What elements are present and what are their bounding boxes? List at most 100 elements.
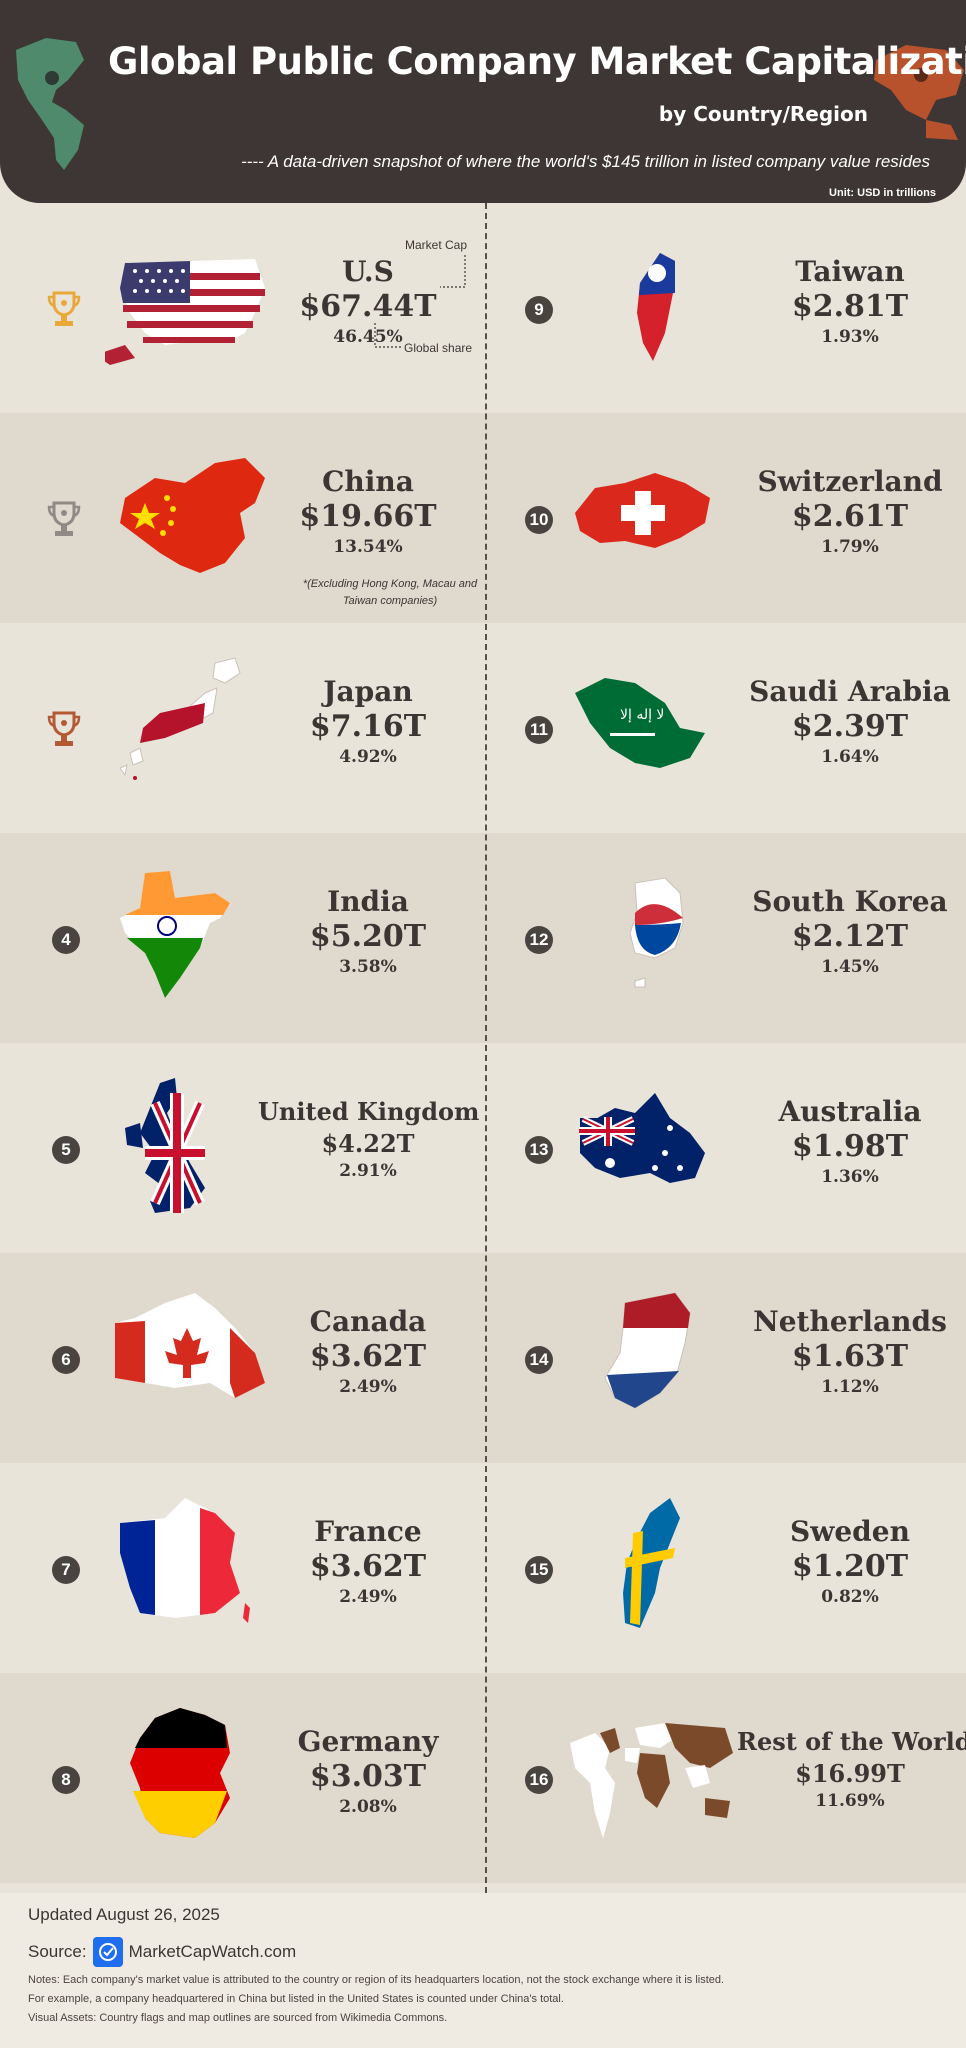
rank-badge: 11	[525, 716, 553, 744]
unit-label: Unit: USD in trillions	[829, 187, 936, 199]
global-share: 2.49%	[339, 1587, 397, 1607]
australia-flag-map	[579, 1093, 705, 1183]
rank-badge: 6	[52, 1346, 80, 1374]
market-cap-value: $1.20T	[791, 1549, 909, 1584]
rank-badge: 5	[52, 1136, 80, 1164]
country-name: Germany	[297, 1725, 439, 1758]
global-share: 13.54%	[333, 537, 403, 557]
country-info: Taiwan $2.81T 1.93%	[737, 255, 963, 349]
sweden-flag-map	[623, 1498, 680, 1628]
country-name: Canada	[309, 1305, 427, 1338]
country-info: Australia $1.98T 1.36%	[737, 1095, 963, 1189]
market-cap-annotation: Market Cap	[405, 238, 468, 252]
global-share: 2.49%	[339, 1377, 397, 1397]
footer: Updated August 26, 2025 Source: MarketCa…	[0, 1893, 966, 2048]
country-name: South Korea	[752, 885, 948, 918]
market-cap-value: $7.16T	[309, 709, 427, 744]
uk-flag-map	[125, 1078, 205, 1213]
rank-badge: 10	[525, 506, 553, 534]
rank-badge: 8	[52, 1766, 80, 1794]
country-info: Rest of the World $16.99T 11.69%	[737, 1725, 966, 1813]
country-card-8: 8 Germany $3.03T 2.08%	[0, 1673, 484, 1883]
market-cap-value: $3.62T	[309, 1549, 427, 1584]
country-info: China $19.66T 13.54%	[258, 465, 478, 559]
market-cap-value: $1.63T	[791, 1339, 909, 1374]
country-name: U.S	[342, 255, 394, 288]
japan-flag-map	[119, 657, 241, 780]
germany-flag-map	[130, 1708, 230, 1838]
country-info: U.S $67.44T 46.45%	[258, 255, 478, 349]
marketcapwatch-logo-icon	[92, 1937, 123, 1967]
india-flag-map	[120, 871, 230, 998]
global-share-annotation: Global share	[404, 341, 473, 355]
market-cap-value: $16.99T	[795, 1759, 905, 1788]
silver-trophy-icon	[47, 501, 81, 536]
ranking-row: China $19.66T 13.54% *(Excluding Hong Ko…	[0, 413, 966, 623]
us-flag-map	[105, 259, 265, 365]
country-name: Switzerland	[757, 465, 943, 498]
americas-globe-icon	[16, 38, 84, 170]
global-share: 1.36%	[821, 1167, 879, 1187]
country-name: Rest of the World	[737, 1727, 966, 1756]
annotation-connector	[374, 323, 403, 348]
page-subtitle: by Country/Region	[658, 102, 868, 126]
market-cap-value: $19.66T	[299, 499, 437, 534]
updated-date: Updated August 26, 2025	[28, 1905, 220, 1924]
source-line: Source: MarketCapWatch.com	[28, 1937, 296, 1967]
rank-badge: 14	[525, 1346, 553, 1374]
rank-badge: 12	[525, 926, 553, 954]
country-info: Saudi Arabia $2.39T 1.64%	[737, 675, 963, 769]
gold-trophy-icon	[47, 291, 81, 326]
country-card-4: 4 India $5.20T 3.58%	[0, 833, 484, 1043]
footer-notes: Notes: Each company's market value is at…	[28, 1971, 724, 2028]
country-info: France $3.62T 2.49%	[258, 1515, 478, 1609]
country-card-16: 16 Rest of the World $16.99T 11.69%	[487, 1673, 966, 1883]
asia-globe-icon	[874, 45, 964, 140]
korea-flag-map	[629, 877, 684, 988]
country-name: France	[314, 1515, 422, 1548]
country-card-7: 7 France $3.62T 2.49%	[0, 1463, 484, 1673]
market-cap-value: $2.12T	[791, 919, 909, 954]
header-banner: Global Public Company Market Capitalizat…	[0, 0, 966, 203]
global-share: 3.58%	[339, 957, 397, 977]
country-name: Sweden	[790, 1515, 910, 1548]
market-cap-value: $3.03T	[309, 1759, 427, 1794]
country-name: Japan	[323, 675, 413, 708]
country-info: Switzerland $2.61T 1.79%	[737, 465, 963, 559]
source-link[interactable]: MarketCapWatch.com	[128, 1942, 297, 1961]
country-card-14: 14 Netherlands $1.63T 1.12%	[487, 1253, 966, 1463]
global-share: 1.45%	[821, 957, 879, 977]
global-share: 1.79%	[821, 537, 879, 557]
taiwan-flag-map	[637, 253, 675, 361]
source-label: Source:	[28, 1942, 87, 1961]
market-cap-value: $2.81T	[791, 289, 909, 324]
global-share: 11.69%	[815, 1791, 885, 1811]
note-line: Visual Assets: Country flags and map out…	[28, 2012, 448, 2024]
rank-badge: 9	[525, 296, 553, 324]
country-name: Saudi Arabia	[749, 675, 951, 708]
rank-badge: 13	[525, 1136, 553, 1164]
global-share: 1.12%	[821, 1377, 879, 1397]
market-cap-value: $5.20T	[309, 919, 427, 954]
country-info: India $5.20T 3.58%	[258, 885, 478, 979]
ranking-row: U.S $67.44T 46.45% Market Cap Global sha…	[0, 203, 966, 413]
ranking-row: 7 France $3.62T 2.49% 15 Sweden	[0, 1463, 966, 1673]
france-flag-map	[120, 1498, 250, 1623]
china-flag-map	[120, 458, 265, 573]
country-card-9: 9 Taiwan $2.81T 1.93%	[487, 203, 966, 413]
global-share: 1.93%	[821, 327, 879, 347]
canada-flag-map	[115, 1293, 265, 1398]
netherlands-flag-map	[604, 1292, 691, 1409]
note-line: For example, a company headquartered in …	[28, 1993, 564, 2005]
country-card-11: 11 ﻻ إله إلا Saudi Arabia $2.39T 1.64%	[487, 623, 966, 833]
global-share: 46.45%	[333, 327, 403, 347]
global-share: 0.82%	[821, 1587, 879, 1607]
column-divider	[485, 203, 487, 1893]
page-tagline: ---- A data-driven snapshot of where the…	[241, 152, 930, 171]
rank-badge: 7	[52, 1556, 80, 1584]
rank-badge: 15	[525, 1556, 553, 1584]
global-share: 2.91%	[339, 1161, 397, 1181]
country-info: South Korea $2.12T 1.45%	[737, 885, 963, 979]
ranking-row: 5 United Kingdom $4.22T 2.91% 13	[0, 1043, 966, 1253]
market-cap-value: $2.61T	[791, 499, 909, 534]
